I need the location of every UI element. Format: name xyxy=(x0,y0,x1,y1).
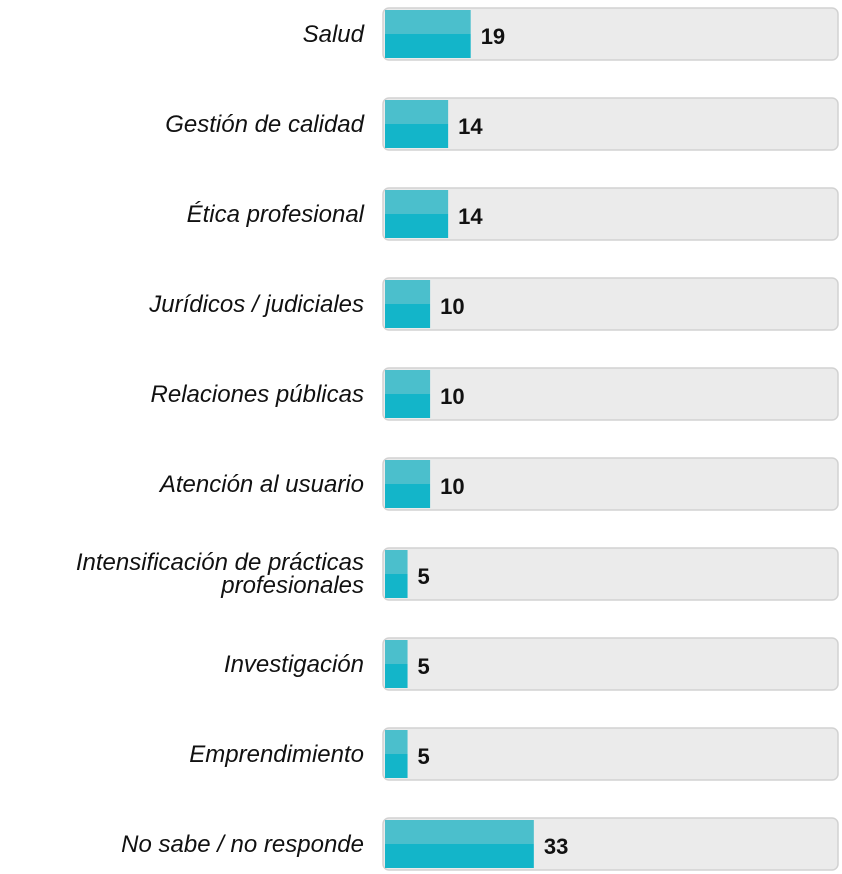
value-label: 14 xyxy=(458,114,483,139)
category-text: Atención al usuario xyxy=(159,470,364,498)
bar xyxy=(385,730,408,778)
category-text: Salud xyxy=(302,20,364,48)
value-label: 5 xyxy=(418,564,430,589)
category-text: Relaciones públicas xyxy=(150,380,364,408)
value-label: 5 xyxy=(418,744,430,769)
value-label: 5 xyxy=(418,654,430,679)
category-text: No sabe / no responde xyxy=(121,830,364,858)
category-text: Jurídicos / judiciales xyxy=(149,290,364,318)
category-label: Intensificación de prácticas profesional… xyxy=(0,548,364,600)
category-label: Investigación xyxy=(0,638,364,690)
category-text: Investigación xyxy=(223,650,364,678)
bar xyxy=(385,280,431,328)
category-text: Intensificación de prácticas profesional… xyxy=(75,549,364,599)
bar xyxy=(385,460,431,508)
value-label: 10 xyxy=(440,384,464,409)
category-label: Relaciones públicas xyxy=(0,368,364,420)
category-label: Jurídicos / judiciales xyxy=(0,278,364,330)
category-text: Emprendimiento xyxy=(189,740,364,768)
bar xyxy=(385,550,408,598)
category-label: Atención al usuario xyxy=(0,458,364,510)
bar xyxy=(385,10,471,58)
bar-track xyxy=(382,7,839,61)
value-label: 10 xyxy=(440,294,464,319)
bar xyxy=(385,190,449,238)
bar xyxy=(385,640,408,688)
category-label: Gestión de calidad xyxy=(0,98,364,150)
bar-track xyxy=(382,457,839,511)
bar-track xyxy=(382,547,839,601)
category-label: Ética profesional xyxy=(0,188,364,240)
value-label: 19 xyxy=(481,24,505,49)
bar-track xyxy=(382,97,839,151)
bar-track xyxy=(382,367,839,421)
bar xyxy=(385,100,449,148)
bar-track xyxy=(382,187,839,241)
bar-track xyxy=(382,277,839,331)
bar xyxy=(385,370,431,418)
category-label: No sabe / no responde xyxy=(0,818,364,870)
category-text: Ética profesional xyxy=(186,200,364,228)
value-label: 10 xyxy=(440,474,464,499)
value-label: 33 xyxy=(544,834,568,859)
category-label: Salud xyxy=(0,8,364,60)
category-text: Gestión de calidad xyxy=(165,110,364,138)
bar xyxy=(385,820,534,868)
category-label: Emprendimiento xyxy=(0,728,364,780)
bar-track xyxy=(382,637,839,691)
bar-track xyxy=(382,727,839,781)
value-label: 14 xyxy=(458,204,483,229)
